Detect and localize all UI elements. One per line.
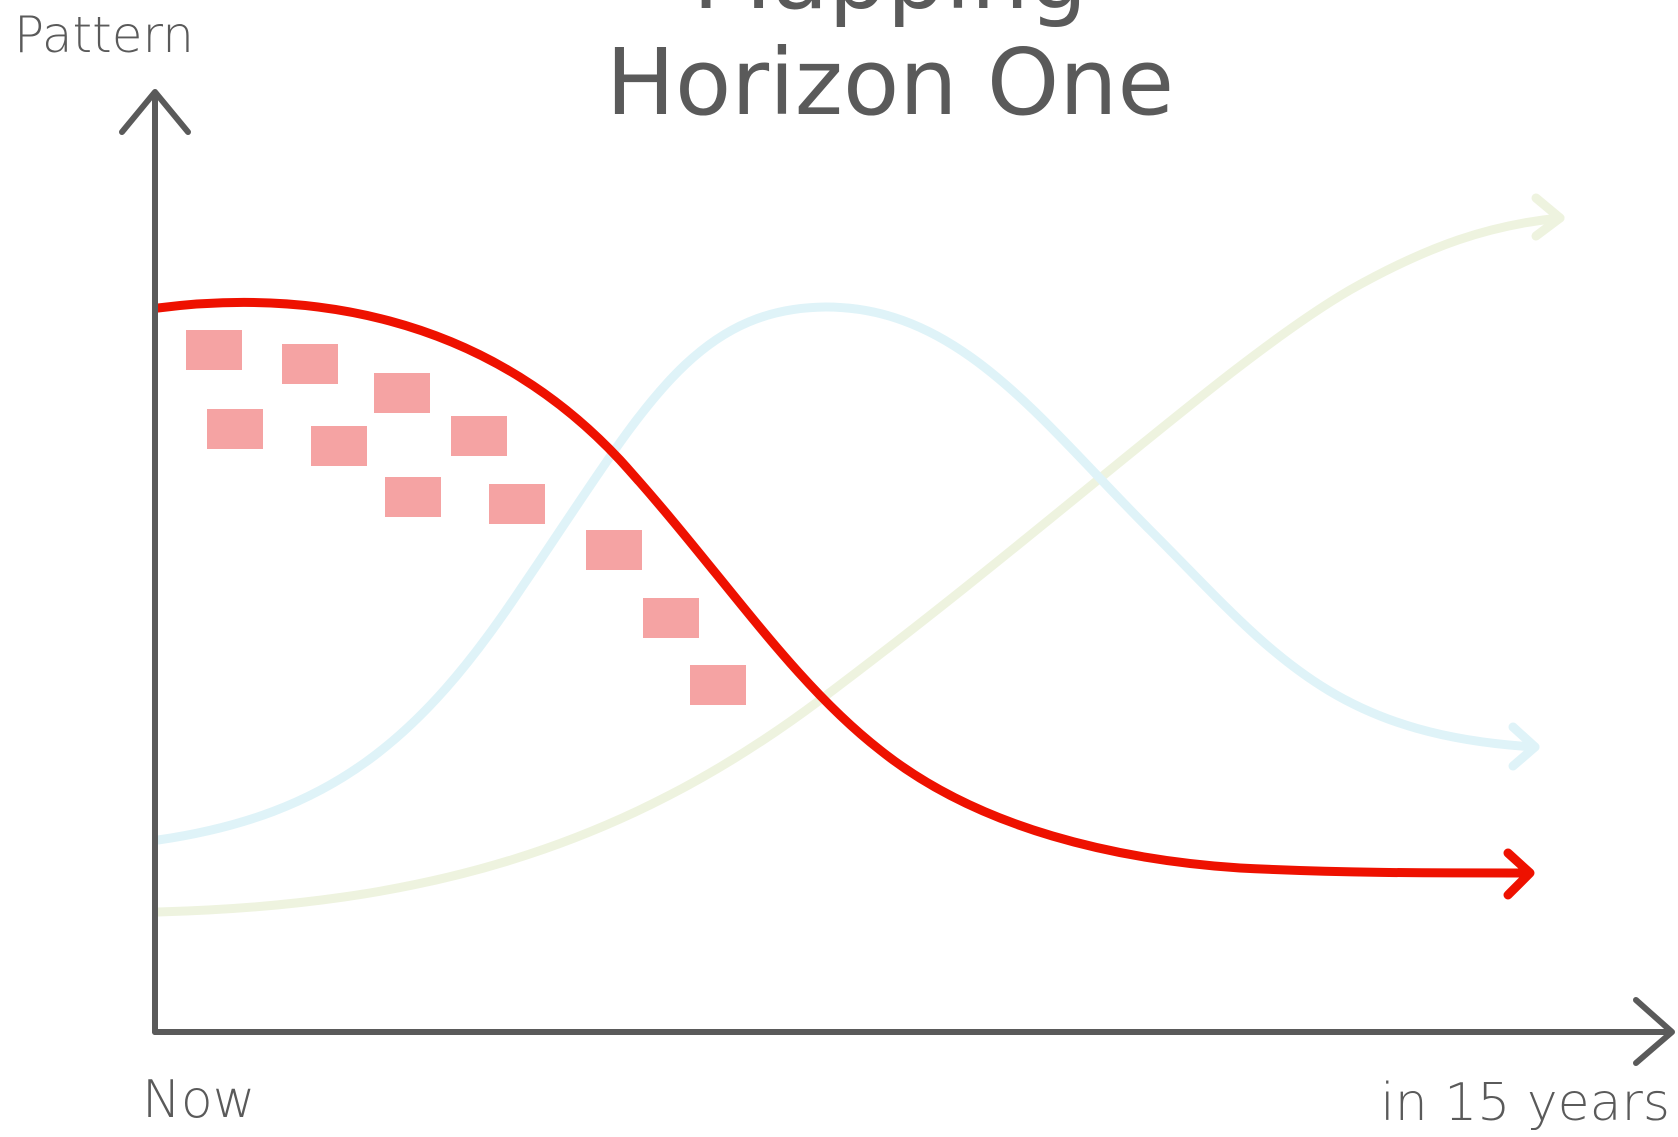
sticky-note: [374, 373, 430, 413]
horizon-one-line: [153, 298, 1533, 878]
horizon-three-curve: [153, 193, 1565, 917]
sticky-note: [690, 665, 746, 705]
y-axis-arrowhead-icon: [119, 89, 191, 135]
sticky-notes: [186, 330, 746, 705]
y-axis-label: Pattern: [14, 6, 194, 64]
horizon-one-arrowhead-icon: [1503, 848, 1535, 900]
title-line-1: Mapping: [693, 0, 1088, 30]
horizon-one-curve: [153, 298, 1535, 900]
horizon-three-line: [153, 213, 1565, 917]
x-axis-end-label: in 15 years: [1380, 1073, 1670, 1133]
sticky-note: [186, 330, 242, 370]
sticky-note: [489, 484, 545, 524]
axes: [119, 89, 1675, 1066]
horizon-three-arrowhead-icon: [1531, 193, 1565, 241]
sticky-note: [311, 426, 367, 466]
sticky-note: [385, 477, 441, 517]
sticky-note: [451, 416, 507, 456]
horizon-two-arrowhead-icon: [1508, 722, 1540, 771]
horizon-two-line: [153, 302, 1540, 845]
x-axis-arrowhead-icon: [1633, 997, 1675, 1066]
horizon-two-curve: [153, 302, 1540, 845]
x-axis-start-label: Now: [142, 1070, 255, 1130]
sticky-note: [207, 409, 263, 449]
sticky-note: [282, 344, 338, 384]
sticky-note: [586, 530, 642, 570]
sticky-note: [643, 598, 699, 638]
page-title: Horizon One: [606, 29, 1174, 136]
